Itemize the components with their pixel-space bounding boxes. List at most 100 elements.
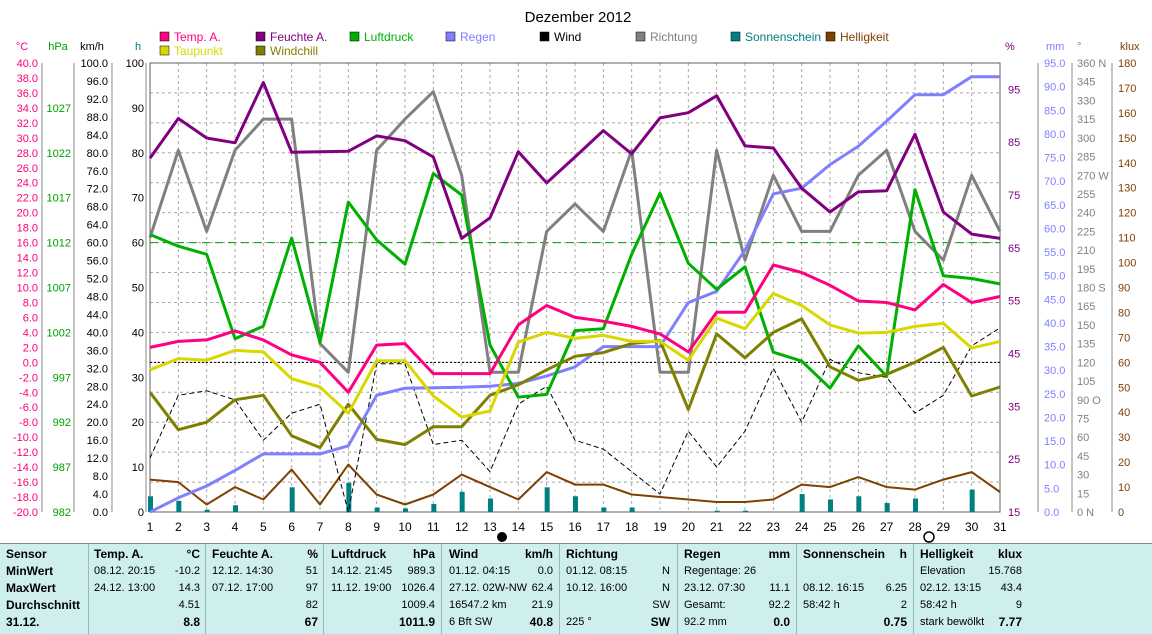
rain-tick: 55.0 <box>1044 247 1065 259</box>
summary-cell-value: 0.0 <box>537 565 553 577</box>
temp-tick: 28.0 <box>17 148 38 160</box>
label-current: 31.12. <box>6 615 40 629</box>
summary-cell-label: 225 ° <box>566 616 592 628</box>
axis-unit: % <box>1005 41 1015 53</box>
light-tick: 100 <box>1118 258 1136 270</box>
legend-swatch <box>255 31 266 42</box>
wind-tick: 36.0 <box>87 345 108 357</box>
summary-cell-label: stark bewölkt <box>920 616 985 628</box>
x-tick-label: 30 <box>965 520 979 534</box>
temp-tick: -16.0 <box>13 477 38 489</box>
legend-swatch <box>445 31 456 42</box>
rain-tick: 40.0 <box>1044 318 1065 330</box>
summary-title: Feuchte A. <box>212 547 273 561</box>
x-axis: 1 2 3 4 5 6 7 8 9 10 11 12 13 14 15 16 17 18 19 20 21 22 23 24 2… <box>147 520 1007 543</box>
summary-row: Regentage: 26 <box>684 564 790 579</box>
chart-title: Dezember 2012 <box>525 9 632 26</box>
temp-tick: -8.0 <box>19 417 38 429</box>
legend-swatch <box>730 31 741 42</box>
summary-cell-value: 82 <box>305 599 318 611</box>
temp-tick: -6.0 <box>19 402 38 414</box>
summary-title: Helligkeit <box>920 547 974 561</box>
summary-header: Luftdruck hPa <box>331 547 435 562</box>
sunshine-bar <box>969 489 975 512</box>
wind-tick: 60.0 <box>87 238 108 250</box>
summary-cell-label: 6 Bft SW <box>449 616 493 628</box>
rain-tick: 35.0 <box>1044 342 1065 354</box>
pressure-tick: 992 <box>53 417 71 429</box>
light-tick: 140 <box>1118 158 1136 170</box>
wind-tick: 68.0 <box>87 202 108 214</box>
summary-richtung: Richtung 01.12. 08:15 N 10.12. 16:00 N SW 225 … <box>566 547 670 632</box>
summary-row: stark bewölkt 7.77 <box>920 615 1022 630</box>
summary-cell-value: 7.77 <box>998 615 1022 629</box>
light-tick: 30 <box>1118 432 1130 444</box>
summary-cell-label: 58:42 h <box>920 599 957 611</box>
light-tick: 60 <box>1118 357 1130 369</box>
rain-tick: 20.0 <box>1044 412 1065 424</box>
wind-tick: 24.0 <box>87 399 108 411</box>
wind-tick: 28.0 <box>87 381 108 393</box>
summary-header: Helligkeit klux <box>920 547 1022 562</box>
rain-tick: 80.0 <box>1044 129 1065 141</box>
sunshine-bar <box>346 482 352 512</box>
summary-row: 8.8 <box>94 615 200 630</box>
summary-row: 08.12. 20:15 -10.2 <box>94 564 200 579</box>
temp-tick: 32.0 <box>17 118 38 130</box>
light-tick: 160 <box>1118 108 1136 120</box>
summary-row: 225 ° SW <box>566 615 670 630</box>
summary-cell-value: 1026.4 <box>401 582 435 594</box>
direction-tick: 120 <box>1077 357 1095 369</box>
summary-cell-value: 1011.9 <box>398 615 435 629</box>
light-tick: 180 <box>1118 58 1136 70</box>
summary-header: Wind km/h <box>449 547 553 562</box>
axis-unit: h <box>135 41 141 53</box>
temp-tick: 4.0 <box>23 327 38 339</box>
sunshine-bar <box>459 491 465 512</box>
new-moon-icon <box>497 532 507 542</box>
summary-cell-label: 01.12. 08:15 <box>566 565 628 577</box>
wind-tick: 92.0 <box>87 94 108 106</box>
sun-tick: 50 <box>132 283 144 295</box>
axis-unit: ° <box>1077 41 1081 53</box>
summary-cell-value: 8.8 <box>183 615 200 629</box>
direction-tick: 300 <box>1077 133 1095 145</box>
sunshine-bar <box>629 507 635 512</box>
chart-grid <box>149 62 1001 513</box>
direction-tick: 180 S <box>1077 283 1106 295</box>
x-tick-label: 12 <box>455 520 469 534</box>
summary-cell-value: 97 <box>305 582 318 594</box>
wind-tick: 12.0 <box>87 453 108 465</box>
series-regen <box>149 75 1000 514</box>
direction-tick: 315 <box>1077 114 1095 126</box>
x-tick-label: 11 <box>427 520 440 534</box>
wind-tick: 96.0 <box>87 76 108 88</box>
light-tick: 130 <box>1118 183 1136 195</box>
summary-title: Wind <box>449 547 479 561</box>
summary-row: 6 Bft SW 40.8 <box>449 615 553 630</box>
sunshine-bar <box>828 499 833 512</box>
summary-row: 12.12. 14:30 51 <box>212 564 318 579</box>
direction-tick: 60 <box>1077 432 1089 444</box>
axis-unit: °C <box>16 41 28 53</box>
direction-tick: 225 <box>1077 226 1095 238</box>
temp-tick: 16.0 <box>17 238 38 250</box>
legend-swatch <box>159 31 170 42</box>
direction-tick: 345 <box>1077 77 1095 89</box>
temp-tick: 12.0 <box>17 268 38 280</box>
sunshine-bar <box>799 494 805 512</box>
x-tick-label: 17 <box>597 520 611 534</box>
pressure-tick: 1027 <box>47 103 71 115</box>
summary-row: 01.12. 08:15 N <box>566 564 670 579</box>
x-tick-label: 9 <box>373 520 380 534</box>
x-tick-label: 20 <box>682 520 696 534</box>
summary-row: 07.12. 17:00 97 <box>212 581 318 596</box>
wind-tick: 0.0 <box>93 507 108 519</box>
summary-cell-value: 0.75 <box>883 615 907 629</box>
x-tick-label: 14 <box>512 520 526 534</box>
left-axes: 40.0 38.0 36.0 34.0 32.0 30.0 28.0 26.0 24.0 22.0… <box>13 41 147 519</box>
legend-swatch <box>349 31 360 42</box>
x-tick-label: 21 <box>710 520 724 534</box>
summary-unit: km/h <box>524 547 553 561</box>
summary-cell-label: 24.12. 13:00 <box>94 582 156 594</box>
